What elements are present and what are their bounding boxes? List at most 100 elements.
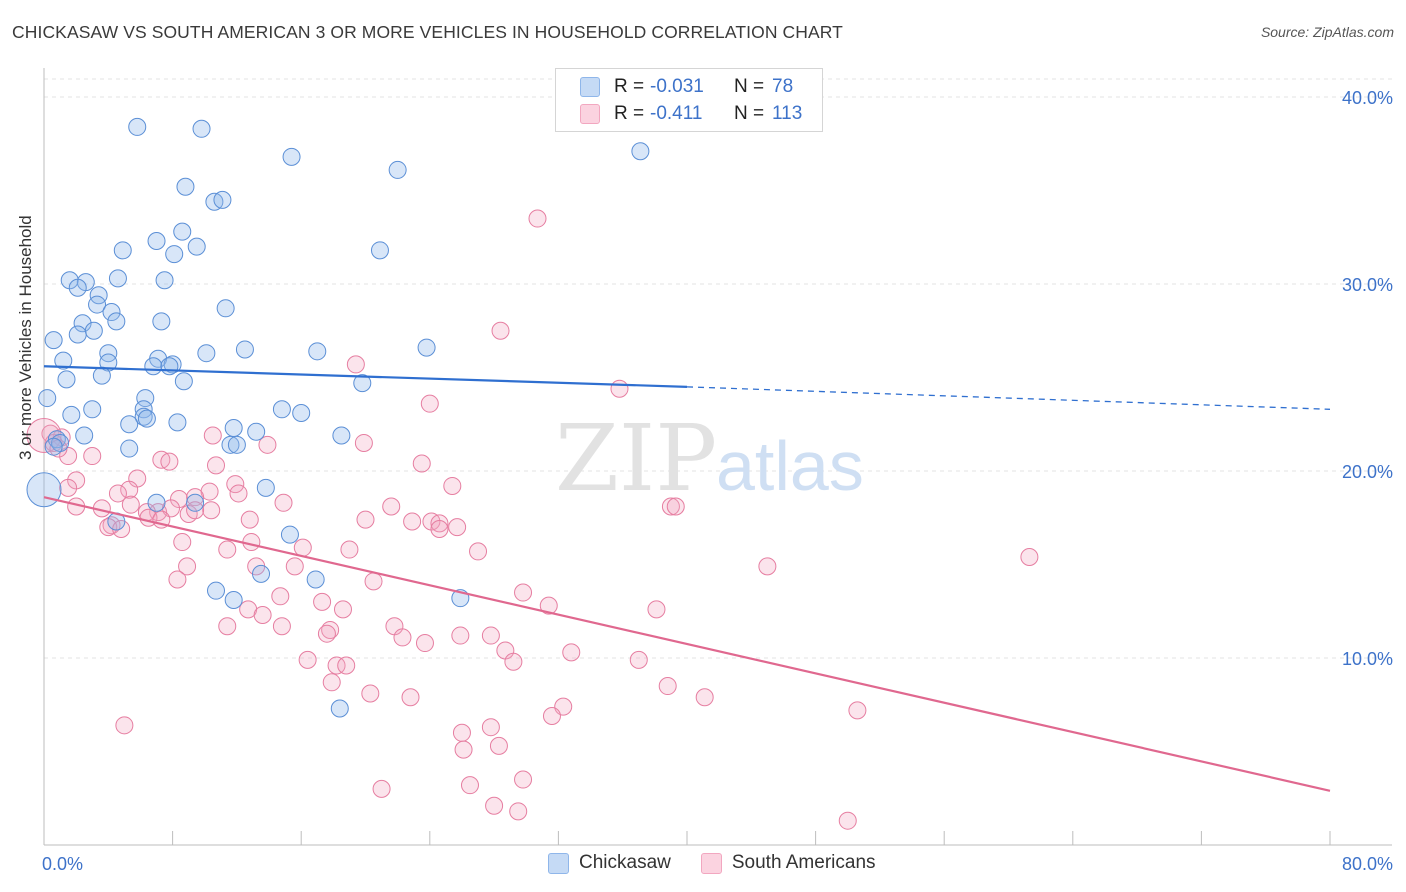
legend-swatch-chickasaw	[580, 77, 600, 97]
point-south-americans	[460, 776, 479, 795]
point-south-americans	[412, 454, 431, 473]
point-south-americans	[121, 495, 140, 514]
point-south-americans	[489, 736, 508, 755]
watermark-atlas: atlas	[716, 427, 864, 505]
point-chickasaw	[256, 478, 275, 497]
point-south-americans	[415, 634, 434, 653]
point-south-americans	[542, 706, 561, 725]
point-chickasaw	[282, 147, 301, 166]
point-chickasaw	[213, 190, 232, 209]
point-south-americans	[317, 624, 336, 643]
legend-n-value: 113	[772, 103, 803, 124]
axes	[43, 68, 1392, 846]
legend-r-label: R =	[614, 76, 645, 97]
point-chickasaw	[272, 400, 291, 419]
point-chickasaw	[417, 338, 436, 357]
point-south-americans	[514, 770, 533, 789]
point-south-americans	[485, 796, 504, 815]
point-south-americans	[539, 596, 558, 615]
point-south-americans	[253, 605, 272, 624]
point-chickasaw	[120, 415, 139, 434]
point-south-americans	[313, 592, 332, 611]
point-south-americans	[393, 628, 412, 647]
point-south-americans	[443, 476, 462, 495]
point-south-americans	[340, 540, 359, 559]
point-south-americans	[293, 538, 312, 557]
point-chickasaw	[388, 160, 407, 179]
point-south-americans	[240, 510, 259, 529]
point-chickasaw	[68, 278, 87, 297]
watermark: ZIP atlas	[555, 405, 864, 512]
point-chickasaw	[99, 353, 118, 372]
point-south-americans	[430, 514, 449, 533]
point-south-americans	[364, 572, 383, 591]
point-south-americans	[108, 484, 127, 503]
legend-r-value: -0.031	[650, 76, 704, 97]
point-chickasaw	[165, 245, 184, 264]
point-south-americans	[562, 643, 581, 662]
point-chickasaw	[107, 312, 126, 331]
point-chickasaw	[227, 435, 246, 454]
point-chickasaw	[174, 372, 193, 391]
legend-swatch-south-americans	[580, 104, 600, 124]
legend-row-south-americans: R = -0.411 N = 113	[580, 102, 802, 126]
point-chickasaw	[134, 400, 153, 419]
point-south-americans	[160, 452, 179, 471]
point-south-americans	[333, 600, 352, 619]
point-south-americans	[666, 497, 685, 516]
point-south-americans	[528, 209, 547, 228]
x-tick-label: 0.0%	[42, 854, 83, 874]
point-chickasaw	[88, 295, 107, 314]
source-label: Source: ZipAtlas.com	[1260, 24, 1394, 40]
grid-lines	[44, 78, 1392, 659]
point-chickasaw	[137, 409, 156, 428]
point-south-americans	[504, 652, 523, 671]
point-south-americans	[115, 716, 134, 735]
trend-lines	[43, 365, 1331, 792]
point-south-americans	[848, 701, 867, 720]
point-south-americans	[59, 478, 78, 497]
point-south-americans	[203, 426, 222, 445]
point-chickasaw	[57, 370, 76, 389]
point-chickasaw	[134, 407, 153, 426]
point-chickasaw	[38, 389, 57, 408]
point-chickasaw	[235, 340, 254, 359]
point-south-americans	[430, 519, 449, 538]
point-chickasaw	[292, 404, 311, 423]
point-chickasaw	[353, 374, 372, 393]
point-chickasaw	[370, 241, 389, 260]
trend-line-south-americans	[43, 496, 1331, 792]
legend-label-chickasaw: Chickasaw	[579, 852, 671, 873]
point-south-americans	[610, 379, 629, 398]
point-south-americans	[322, 673, 341, 692]
point-chickasaw	[280, 525, 299, 544]
legend-label-south-americans: South Americans	[731, 852, 876, 873]
point-chickasaw	[62, 405, 81, 424]
series-south-americans-points	[26, 209, 1039, 830]
point-chickasaw	[54, 351, 73, 370]
point-chickasaw	[224, 591, 243, 610]
point-chickasaw	[306, 570, 325, 589]
point-chickasaw	[186, 493, 205, 512]
y-tick-label: 30.0%	[1342, 275, 1393, 295]
point-chickasaw	[155, 271, 174, 290]
point-south-americans	[514, 583, 533, 602]
point-south-americans	[327, 656, 346, 675]
point-south-americans	[758, 557, 777, 576]
point-south-americans	[661, 497, 680, 516]
point-south-americans	[258, 435, 277, 454]
point-chickasaw	[163, 355, 182, 374]
point-south-americans	[481, 718, 500, 737]
point-south-americans	[361, 684, 380, 703]
point-south-americans	[838, 811, 857, 830]
point-south-americans	[229, 484, 248, 503]
legend-r-value: -0.411	[650, 103, 703, 124]
point-chickasaw	[197, 344, 216, 363]
point-chickasaw	[147, 493, 166, 512]
point-south-americans	[285, 557, 304, 576]
point-south-americans	[403, 512, 422, 531]
point-chickasaw	[136, 389, 155, 408]
point-south-americans	[658, 677, 677, 696]
point-south-americans	[372, 779, 391, 798]
chart-title: CHICKASAW VS SOUTH AMERICAN 3 OR MORE VE…	[12, 22, 843, 42]
